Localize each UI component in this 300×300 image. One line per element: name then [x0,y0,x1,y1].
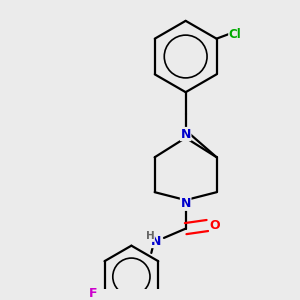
Text: N: N [151,235,161,248]
Text: O: O [210,219,220,232]
Text: Cl: Cl [229,28,242,40]
Text: N: N [181,197,191,210]
Text: F: F [88,287,97,300]
Text: N: N [181,128,191,140]
Text: H: H [146,231,154,242]
